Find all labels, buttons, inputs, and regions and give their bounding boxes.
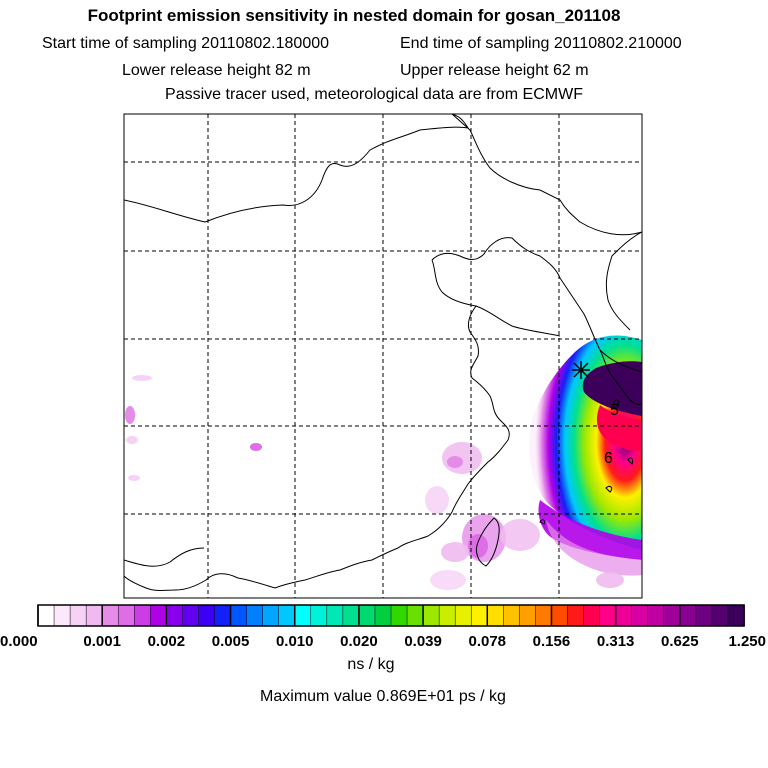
colorbar-cell-11 bbox=[214, 604, 232, 627]
colorbar-cell-12 bbox=[230, 604, 248, 627]
colorbar-cell-18 bbox=[326, 604, 344, 627]
colorbar-border bbox=[37, 604, 745, 627]
sensitivity-field bbox=[125, 335, 642, 590]
colorbar-tick-label: 0.002 bbox=[148, 633, 186, 650]
colorbar-cell-33 bbox=[567, 604, 585, 627]
colorbar-cell-39 bbox=[663, 604, 681, 627]
colorbar-cell-14 bbox=[262, 604, 280, 627]
start-time-label: Start time of sampling 20110802.180000 bbox=[42, 35, 330, 52]
tracer-note: Passive tracer used, meteorological data… bbox=[165, 86, 583, 103]
colorbar-tick-label: 0.313 bbox=[597, 633, 635, 650]
colorbar-cell-25 bbox=[438, 604, 456, 627]
colorbar-cell-24 bbox=[422, 604, 440, 627]
colorbar-cell-30 bbox=[519, 604, 537, 627]
colorbar-cell-22 bbox=[390, 604, 408, 627]
colorbar-tick-label: 0.020 bbox=[340, 633, 378, 650]
colorbar-cell-41 bbox=[695, 604, 713, 627]
colorbar-cell-13 bbox=[246, 604, 264, 627]
colorbar-cell-26 bbox=[454, 604, 472, 627]
gosan-station-marker bbox=[572, 361, 590, 379]
colorbar-tick-label: 0.001 bbox=[83, 633, 121, 650]
colorbar-cell-21 bbox=[374, 604, 392, 627]
colorbar-cell-19 bbox=[342, 604, 360, 627]
colorbar-tick-label: 0.156 bbox=[533, 633, 571, 650]
colorbar-cell-6 bbox=[134, 604, 151, 627]
upper-release-height-label: Upper release height 62 m bbox=[400, 62, 589, 79]
colorbar-cell-8 bbox=[166, 604, 184, 627]
colorbar-cell-36 bbox=[615, 604, 633, 627]
colorbar-cell-0 bbox=[37, 604, 55, 627]
colorbar-cell-16 bbox=[294, 604, 312, 627]
colorbar-tick-label: 0.010 bbox=[276, 633, 314, 650]
lat-lon-gridlines bbox=[124, 114, 642, 598]
colorbar-cell-20 bbox=[358, 604, 376, 627]
day-label-6: 6 bbox=[604, 450, 613, 467]
colorbar-tick-label: 0.039 bbox=[404, 633, 442, 650]
colorbar-cell-15 bbox=[278, 604, 296, 627]
colorbar-cells bbox=[37, 604, 745, 627]
colorbar-cell-4 bbox=[101, 604, 119, 627]
colorbar-cell-37 bbox=[631, 604, 649, 627]
colorbar-unit: ns / kg bbox=[347, 656, 395, 673]
colorbar-cell-2 bbox=[69, 604, 87, 627]
colorbar-cell-29 bbox=[503, 604, 521, 627]
colorbar-cell-27 bbox=[470, 604, 488, 627]
colorbar-cell-5 bbox=[117, 604, 135, 627]
end-time-label: End time of sampling 20110802.210000 bbox=[400, 35, 682, 52]
colorbar-cell-1 bbox=[53, 604, 71, 627]
colorbar-tick-label: 0.000 bbox=[0, 633, 38, 650]
colorbar-cell-38 bbox=[647, 604, 665, 627]
colorbar-cell-7 bbox=[150, 604, 168, 627]
day-label-5: 5 bbox=[610, 402, 619, 419]
colorbar-cell-28 bbox=[487, 604, 504, 627]
colorbar-cell-42 bbox=[711, 604, 729, 627]
colorbar-cell-9 bbox=[182, 604, 200, 627]
colorbar-tick-label: 0.625 bbox=[661, 633, 699, 650]
maximum-value-label: Maximum value 0.869E+01 ps / kg bbox=[260, 688, 506, 705]
colorbar-cell-32 bbox=[551, 604, 569, 627]
colorbar-cell-23 bbox=[406, 604, 424, 627]
colorbar-cell-17 bbox=[310, 604, 328, 627]
colorbar-cell-40 bbox=[679, 604, 697, 627]
colorbar-tick-label: 0.005 bbox=[212, 633, 250, 650]
colorbar-tick-label: 1.250 bbox=[728, 633, 766, 650]
colorbar-cell-34 bbox=[583, 604, 601, 627]
colorbar-tick-label: 0.078 bbox=[468, 633, 506, 650]
lower-release-height-label: Lower release height 82 m bbox=[122, 62, 311, 79]
plot-title: Footprint emission sensitivity in nested… bbox=[87, 6, 621, 25]
colorbar-cell-35 bbox=[599, 604, 617, 627]
map-frame bbox=[123, 113, 643, 599]
colorbar-cell-10 bbox=[198, 604, 216, 627]
colorbar-tick-labels: 0.000 0.001 0.002 0.005 0.010 0.020 0.039 0.078… bbox=[0, 633, 766, 650]
colorbar-cell-3 bbox=[85, 604, 103, 627]
colorbar-cell-43 bbox=[727, 604, 745, 627]
colorbar-cell-31 bbox=[535, 604, 553, 627]
coastlines bbox=[124, 114, 642, 591]
